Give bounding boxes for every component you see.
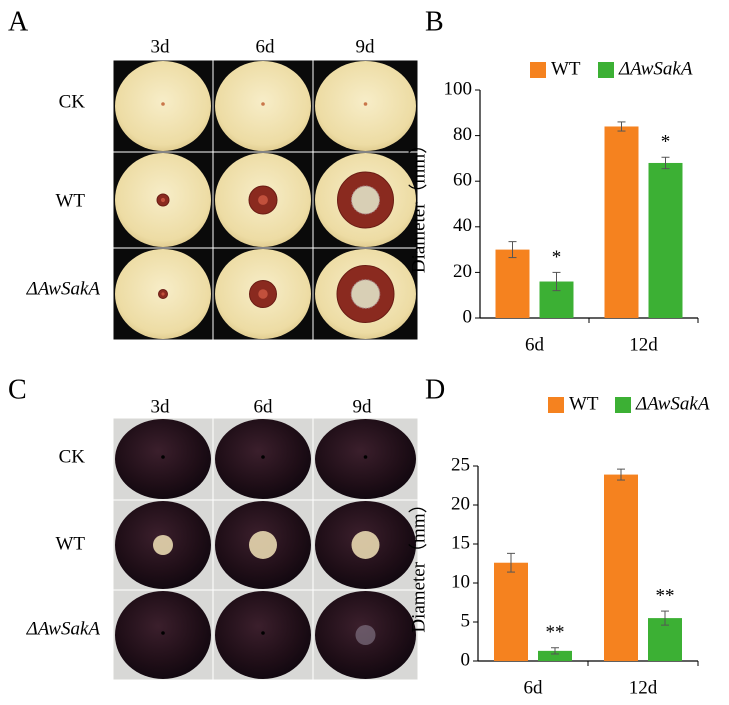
inoculation-point	[161, 455, 165, 459]
y-tick-label: 100	[444, 78, 473, 99]
panel-label: B	[425, 6, 444, 37]
y-tick-label: 5	[461, 610, 471, 631]
significance: *	[661, 132, 671, 153]
inoculation-point	[261, 631, 265, 635]
y-tick-label: 20	[451, 493, 470, 514]
fruit	[115, 419, 211, 499]
row-label: WT	[55, 533, 85, 554]
mycelium	[351, 531, 380, 559]
inoculation-point	[161, 102, 165, 106]
bar	[494, 562, 528, 661]
inoculation-point	[261, 455, 265, 459]
x-tick-label: 6d	[524, 677, 544, 698]
legend-swatch	[615, 397, 631, 413]
legend-swatch	[530, 62, 546, 78]
lesion-center	[258, 289, 268, 299]
y-tick-label: 0	[461, 649, 471, 670]
panel-label: D	[425, 374, 445, 405]
mycelium	[153, 535, 173, 555]
legend-label: ΔAwSakA	[618, 58, 693, 79]
bar	[604, 126, 639, 318]
fruit	[115, 61, 211, 151]
y-tick-label: 15	[451, 532, 470, 553]
legend-swatch	[598, 62, 614, 78]
legend-label: WT	[551, 58, 581, 79]
x-tick-label: 6d	[525, 334, 545, 355]
y-tick-label: 20	[453, 261, 472, 282]
column-label: 9d	[353, 396, 373, 417]
significance: *	[552, 247, 562, 268]
column-label: 9d	[356, 36, 376, 57]
y-tick-label: 60	[453, 170, 472, 191]
lesion-center	[350, 279, 381, 309]
x-tick-label: 12d	[629, 334, 658, 355]
column-label: 6d	[256, 36, 276, 57]
inoculation-point	[363, 102, 368, 106]
y-axis-label: Diameter（mm）	[407, 135, 429, 273]
column-label: 3d	[151, 396, 171, 417]
x-tick-label: 12d	[629, 677, 658, 698]
y-tick-label: 25	[451, 454, 470, 475]
row-label: WT	[55, 190, 85, 211]
inoculation-point	[261, 102, 265, 106]
fruit	[315, 419, 416, 499]
mycelium	[355, 625, 376, 645]
fruit	[315, 61, 416, 151]
panel-label: A	[8, 6, 29, 37]
lesion-center	[160, 197, 166, 203]
row-label: CK	[59, 91, 86, 112]
row-label: ΔAwSakA	[26, 618, 101, 639]
significance: **	[546, 622, 565, 643]
y-axis-label: Diameter（mm）	[407, 494, 429, 632]
column-label: 6d	[254, 396, 274, 417]
legend-label: WT	[569, 393, 599, 414]
row-label: ΔAwSakA	[26, 278, 101, 299]
y-tick-label: 80	[453, 124, 472, 145]
significance: **	[656, 585, 675, 606]
legend-swatch	[548, 397, 564, 413]
fruit	[215, 419, 311, 499]
lesion-center	[161, 292, 165, 296]
fruit	[215, 591, 311, 679]
lesion-center	[258, 195, 268, 205]
bar	[538, 650, 572, 661]
y-tick-label: 0	[463, 306, 473, 327]
legend-label: ΔAwSakA	[635, 393, 710, 414]
mycelium	[249, 531, 277, 559]
column-label: 3d	[151, 36, 171, 57]
inoculation-point	[161, 631, 165, 635]
y-tick-label: 40	[453, 215, 472, 236]
bar	[604, 474, 638, 661]
y-tick-label: 10	[451, 571, 470, 592]
row-label: CK	[59, 446, 86, 467]
bar	[648, 162, 683, 318]
lesion-center	[351, 185, 380, 215]
fruit	[115, 591, 211, 679]
panel-label: C	[8, 374, 27, 405]
inoculation-point	[363, 455, 368, 459]
bar	[495, 249, 530, 318]
fruit	[215, 61, 311, 151]
